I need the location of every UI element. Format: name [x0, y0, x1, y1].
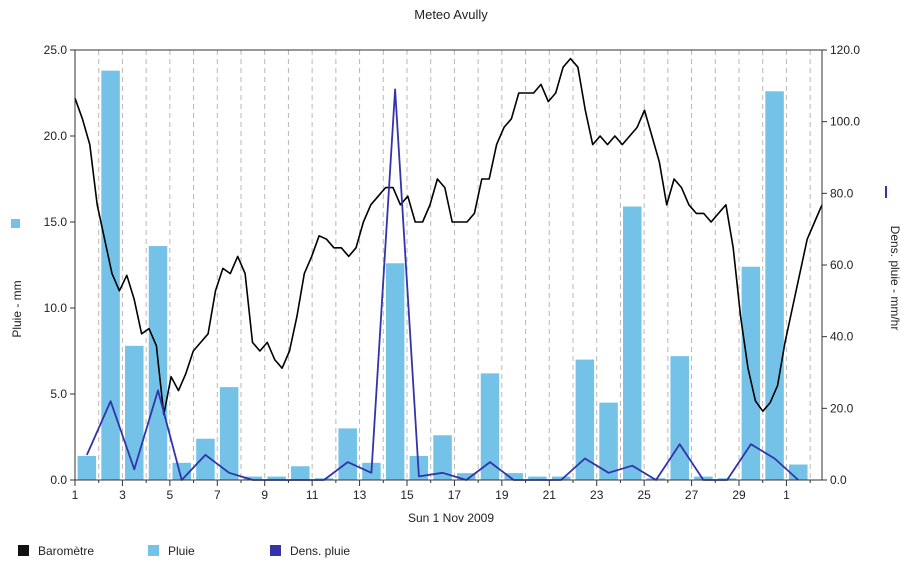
- pluie-bar: [575, 359, 595, 480]
- left-tick-label: 20.0: [44, 129, 68, 143]
- series-lines: [74, 57, 823, 481]
- x-tick-label: 13: [353, 488, 367, 502]
- left-tick-label: 0.0: [50, 473, 67, 487]
- legend-label-pluie: Pluie: [168, 544, 195, 558]
- x-tick-label: 7: [214, 488, 221, 502]
- x-tick-label: 1: [72, 488, 79, 502]
- legend: Baromètre Pluie Dens. pluie: [18, 544, 350, 558]
- x-tick-label: 9: [261, 488, 268, 502]
- x-axis-ticks: 1 3 5 7 9 11 13 15 17 19 21 23 25 27 29 1: [72, 480, 811, 502]
- x-tick-label: 5: [167, 488, 174, 502]
- pluie-bar: [243, 476, 263, 480]
- left-axis-label: Pluie - mm: [10, 280, 24, 337]
- legend-label-barometre: Baromètre: [38, 544, 94, 558]
- left-axis-legend-swatch: [11, 219, 20, 228]
- pluie-bar: [101, 70, 120, 480]
- pluie-bar: [504, 473, 523, 480]
- pluie-bar: [433, 435, 452, 480]
- x-tick-label: 29: [732, 488, 746, 502]
- x-axis-label: Sun 1 Nov 2009: [408, 511, 494, 525]
- left-tick-label: 15.0: [44, 215, 68, 229]
- legend-swatch-dens-pluie: [270, 545, 281, 556]
- legend-label-dens-pluie: Dens. pluie: [290, 544, 350, 558]
- dens-pluie-line: [86, 88, 799, 481]
- pluie-bar: [338, 428, 357, 480]
- left-tick-label: 10.0: [44, 301, 68, 315]
- x-tick-label: 21: [543, 488, 557, 502]
- left-axis-ticks: 0.0 5.0 10.0 15.0 20.0 25.0: [44, 43, 75, 487]
- barometre-line: [74, 57, 823, 416]
- x-tick-label: 1: [783, 488, 790, 502]
- x-tick-label: 11: [306, 488, 319, 502]
- pluie-bar: [267, 476, 286, 480]
- pluie-bars: [77, 70, 808, 480]
- right-tick-label: 0.0: [830, 473, 847, 487]
- right-tick-label: 40.0: [830, 330, 854, 344]
- x-tick-label: 23: [590, 488, 604, 502]
- left-tick-label: 5.0: [50, 387, 67, 401]
- pluie-bar: [480, 373, 500, 480]
- pluie-bar: [291, 466, 310, 480]
- x-tick-label: 25: [637, 488, 651, 502]
- right-tick-label: 80.0: [830, 186, 854, 200]
- pluie-bar: [385, 263, 405, 480]
- right-tick-label: 100.0: [830, 115, 860, 129]
- pluie-bar: [528, 476, 547, 480]
- pluie-bar: [125, 345, 144, 480]
- x-tick-label: 17: [448, 488, 462, 502]
- legend-swatch-barometre: [18, 545, 29, 556]
- pluie-bar: [196, 438, 215, 480]
- pluie-bar: [694, 476, 713, 480]
- plot-frame: [74, 49, 823, 481]
- pluie-bar: [77, 455, 97, 480]
- right-axis-label: Dens. pluie - mm/hr: [888, 226, 900, 331]
- pluie-bar: [457, 473, 476, 480]
- pluie-bar: [741, 266, 761, 480]
- pluie-bar: [765, 91, 784, 480]
- pluie-bar: [670, 356, 689, 480]
- left-tick-label: 25.0: [44, 43, 68, 57]
- x-tick-label: 3: [119, 488, 126, 502]
- pluie-bar: [219, 387, 239, 480]
- grid: [98, 50, 811, 480]
- x-tick-label: 27: [685, 488, 699, 502]
- right-tick-label: 20.0: [830, 401, 854, 415]
- right-tick-label: 120.0: [830, 43, 860, 57]
- x-tick-label: 19: [495, 488, 509, 502]
- right-tick-label: 60.0: [830, 258, 854, 272]
- right-axis-ticks: 0.0 20.0 40.0 60.0 80.0 100.0 120.0: [822, 43, 860, 487]
- chart-title: Meteo Avully: [414, 7, 488, 22]
- pluie-bar: [789, 464, 808, 480]
- x-tick-label: 15: [400, 488, 414, 502]
- pluie-bar: [599, 402, 618, 480]
- pluie-bar: [623, 206, 642, 480]
- pluie-bar: [551, 476, 571, 480]
- legend-swatch-pluie: [148, 545, 159, 556]
